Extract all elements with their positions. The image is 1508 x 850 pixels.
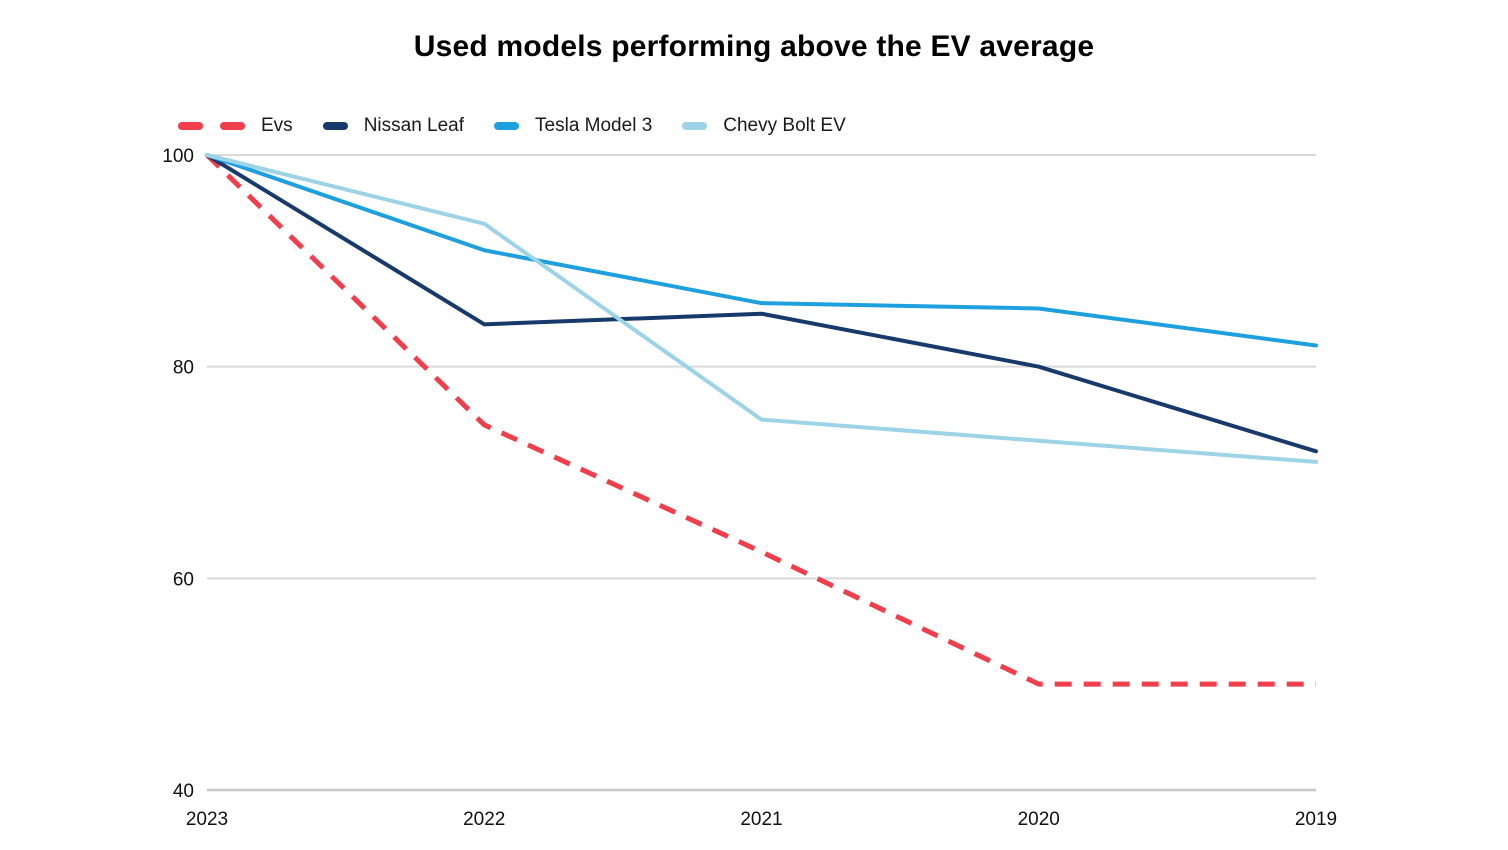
x-axis-tick-label: 2023 [186, 809, 228, 830]
legend-label: Evs [261, 115, 293, 136]
legend-label: Chevy Bolt EV [723, 115, 846, 136]
series-line-nissan-leaf [205, 153, 1318, 454]
x-axis-tick-label: 2021 [740, 809, 782, 830]
legend-item-chevy-bolt-ev: Chevy Bolt EV [682, 115, 846, 137]
y-axis-tick-label: 80 [173, 358, 194, 379]
legend-item-tesla-model-3: Tesla Model 3 [494, 115, 652, 137]
chart-legend: Evs Nissan Leaf Tesla Model 3 Chevy Bolt EV [178, 115, 846, 137]
legend-item-nissan-leaf: Nissan Leaf [322, 115, 465, 137]
swatch-color-bar [322, 122, 348, 130]
legend-label: Nissan Leaf [363, 115, 465, 136]
y-axis-tick-label: 40 [173, 781, 194, 802]
x-axis-tick-label: 2019 [1295, 809, 1337, 830]
legend-item-evs: Evs [178, 115, 293, 137]
y-axis-tick-label: 100 [162, 146, 194, 167]
y-axis-tick-label: 60 [173, 569, 194, 590]
legend-label: Tesla Model 3 [535, 115, 653, 136]
line-swatch-icon [494, 122, 520, 130]
series-line-chevy-bolt-ev [205, 153, 1318, 464]
chart-title: Used models performing above the EV aver… [413, 30, 1095, 63]
dashed-line-swatch-icon [178, 122, 245, 130]
x-axis-tick-label: 2020 [1018, 809, 1060, 830]
swatch-color-bar [178, 122, 203, 130]
swatch-color-bar [494, 122, 520, 130]
line-swatch-icon [322, 122, 348, 130]
x-axis-tick-label: 2022 [463, 809, 505, 830]
line-swatch-icon [682, 122, 708, 130]
swatch-color-bar [220, 122, 245, 130]
series-line-tesla-model-3 [205, 153, 1318, 348]
swatch-color-bar [682, 122, 708, 130]
